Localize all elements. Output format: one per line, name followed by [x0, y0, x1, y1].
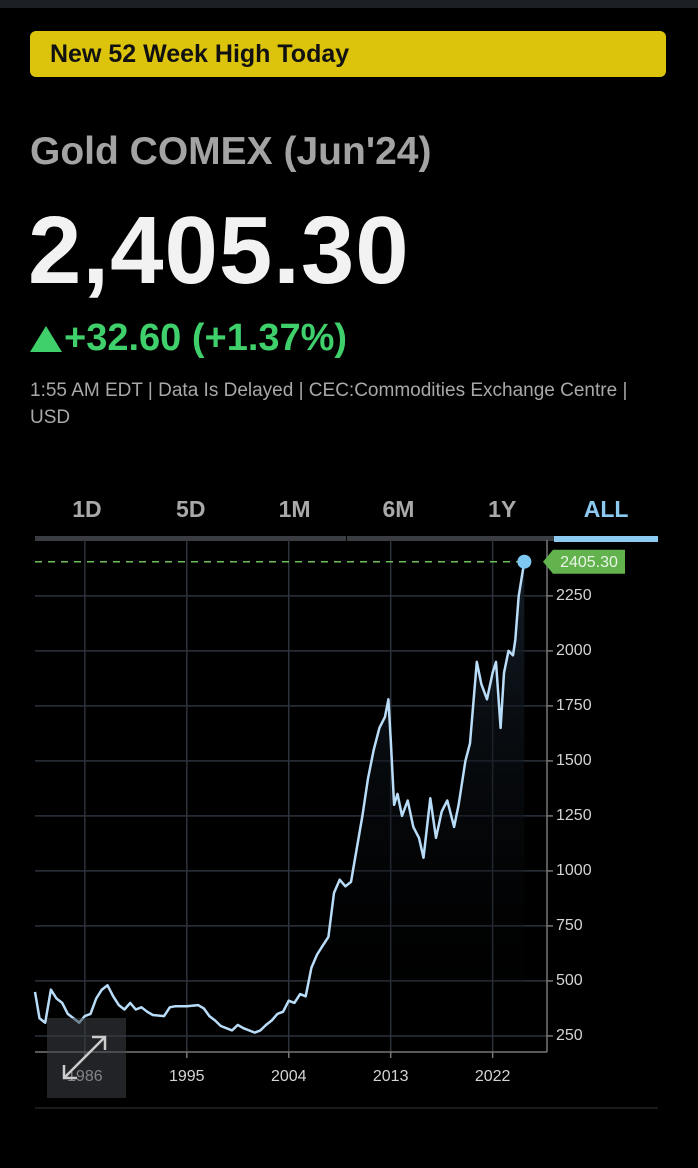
- y-tick-label: 1250: [556, 807, 592, 824]
- x-tick-label: 2013: [373, 1068, 409, 1085]
- price-line: [33, 561, 526, 1034]
- last-price-tag: [543, 549, 625, 574]
- price: 2,405.30: [28, 197, 410, 304]
- status-bar: [0, 0, 698, 8]
- banner: New 52 Week High Today: [30, 31, 666, 77]
- y-tick-label: 2000: [556, 642, 592, 659]
- y-tick-label: 500: [556, 972, 583, 989]
- tab-underline: [35, 536, 139, 541]
- info: 1:55 AM EDT | Data Is Delayed | CEC:Comm…: [30, 380, 628, 428]
- tabs: 1D 5D 1M 6M 1Y ALL: [35, 490, 658, 542]
- up-arrow: [30, 326, 62, 352]
- tab[interactable]: 1D: [72, 496, 102, 522]
- last-price-label: 2405.30: [560, 554, 618, 571]
- y-tick-label: 1000: [556, 862, 592, 879]
- area-fill: [35, 561, 525, 1052]
- y-tick-label: 750: [556, 917, 583, 934]
- tab[interactable]: ALL: [583, 496, 629, 522]
- tab-underline: [450, 536, 555, 541]
- tab-underline: [138, 536, 243, 541]
- y-tick-label: 1500: [556, 752, 592, 769]
- tab-underline: [346, 536, 451, 541]
- x-tick-label: 2004: [271, 1068, 307, 1085]
- tab[interactable]: 1Y: [488, 496, 517, 522]
- x-tick-label: 2022: [475, 1068, 511, 1085]
- last-price-marker: [517, 554, 532, 569]
- tab[interactable]: 5D: [176, 496, 206, 522]
- expand-icon: [62, 1035, 107, 1080]
- tab-underline: [242, 536, 347, 541]
- y-tick-label: 250: [556, 1027, 583, 1044]
- tab-underline-selected: [554, 536, 658, 542]
- tab[interactable]: 1M: [278, 496, 311, 522]
- change: +32.60 (+1.37%): [64, 317, 348, 359]
- y-tick-label: 1750: [556, 697, 592, 714]
- banner-text: New 52 Week High Today: [50, 40, 350, 68]
- expand-button[interactable]: [47, 1018, 126, 1098]
- y-tick-label: 2250: [556, 587, 592, 604]
- instrument-name: Gold COMEX (Jun'24): [30, 130, 432, 173]
- tab[interactable]: 6M: [382, 496, 415, 522]
- x-tick-label: 1995: [169, 1068, 205, 1085]
